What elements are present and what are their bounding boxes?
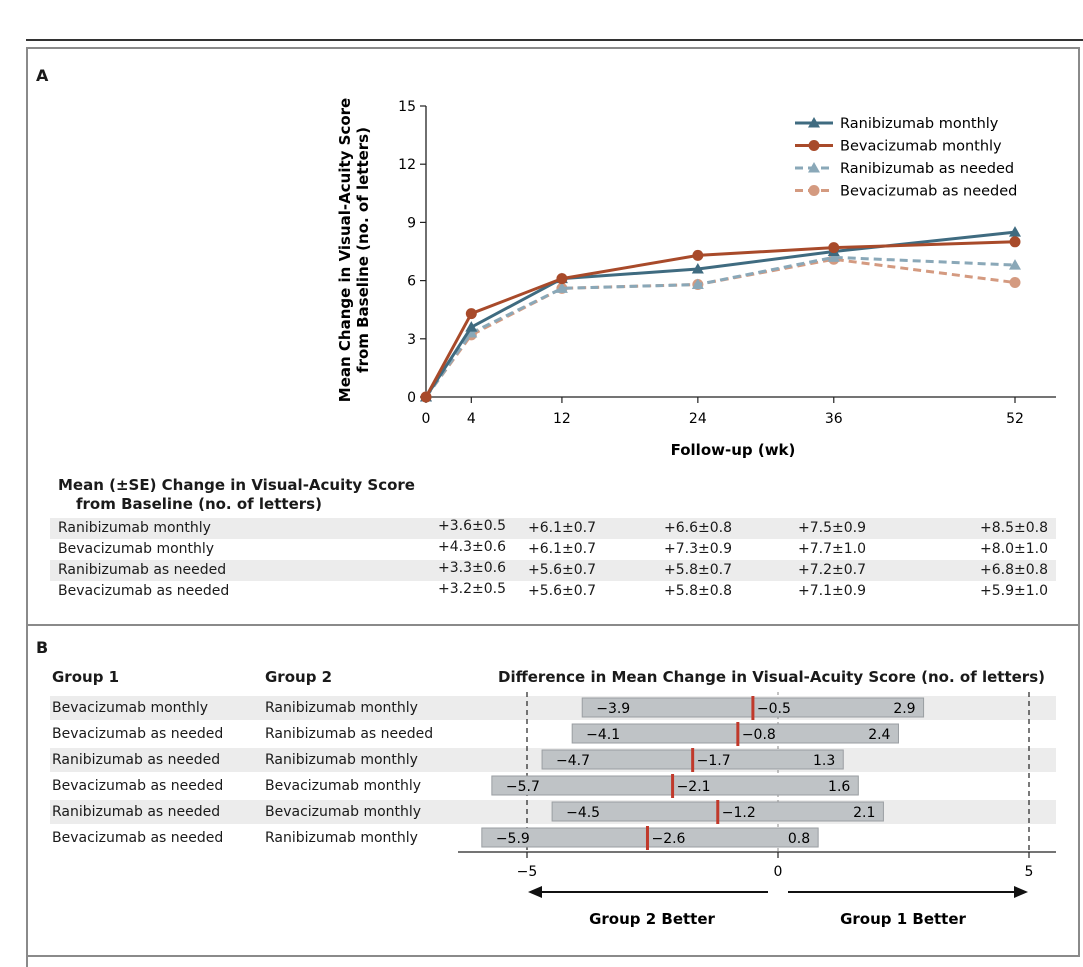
table-cell: +5.9±1.0 <box>980 583 1048 599</box>
table-row <box>50 560 1056 581</box>
group2-label: Bevacizumab monthly <box>265 778 422 794</box>
x-tick-label: 52 <box>1006 411 1024 427</box>
y-tick-label: 0 <box>407 390 416 406</box>
table-cell: +5.6±0.7 <box>528 583 596 599</box>
series-ranibizumab-as-needed <box>420 251 1021 402</box>
group1-label: Ranibizumab as needed <box>52 804 221 820</box>
header-group1: Group 1 <box>52 668 120 686</box>
group1-label: Bevacizumab as needed <box>52 830 224 846</box>
table-cell: +6.6±0.8 <box>664 520 732 536</box>
table-title: Mean (±SE) Change in Visual-Acuity Score… <box>58 476 415 514</box>
table-row-label: Bevacizumab monthly <box>58 541 215 557</box>
table-cell: +7.3±0.9 <box>664 541 732 557</box>
legend-label: Bevacizumab monthly <box>840 139 1002 155</box>
table-cell: +6.1±0.7 <box>528 541 596 557</box>
series-line <box>424 230 1016 398</box>
data-point <box>465 326 478 338</box>
group1-label: Ranibizumab as needed <box>52 752 221 768</box>
table-row <box>50 518 1056 539</box>
top-rule <box>26 39 1083 41</box>
data-point <box>465 321 478 332</box>
group2-label: Ranibizumab monthly <box>265 830 418 846</box>
legend-swatch-marker <box>808 162 820 173</box>
line-chart-legend: Ranibizumab monthly Bevacizumab monthly Ra… <box>795 116 1017 200</box>
legend-swatch-marker <box>808 117 820 128</box>
data-point <box>1009 226 1021 237</box>
data-point <box>692 249 704 261</box>
group2-label: Ranibizumab monthly <box>265 700 418 716</box>
group1-label: Bevacizumab monthly <box>52 700 209 716</box>
x-tick-label: 12 <box>553 411 571 427</box>
y-tick-label: 12 <box>398 157 416 173</box>
table-cell: +5.6±0.7 <box>528 562 596 578</box>
table-title-line1: Mean (±SE) Change in Visual-Acuity Score <box>58 476 415 494</box>
data-point <box>555 282 568 293</box>
table-row-label: Ranibizumab as needed <box>58 562 227 578</box>
series-bevacizumab-as-needed <box>420 253 1021 403</box>
x-tick-label: 4 <box>467 411 476 427</box>
data-point <box>827 251 840 262</box>
table-cell: +7.5±0.9 <box>798 520 866 536</box>
series-line <box>424 257 1016 398</box>
data-point <box>691 278 704 289</box>
table-cell: +3.3±0.6 <box>438 560 506 576</box>
data-point <box>1009 236 1021 248</box>
header-difference: Difference in Mean Change in Visual-Acui… <box>498 668 1045 686</box>
data-point <box>828 242 840 254</box>
table-cell: +3.2±0.5 <box>438 581 506 597</box>
series-line <box>424 240 1016 398</box>
data-point <box>1009 277 1021 289</box>
group2-label: Bevacizumab monthly <box>265 804 422 820</box>
group1-label: Bevacizumab as needed <box>52 726 224 742</box>
y-tick-label: 6 <box>407 274 416 290</box>
table-cell: +5.8±0.8 <box>664 583 732 599</box>
table-cell: +8.5±0.8 <box>980 520 1048 536</box>
series-bevacizumab-monthly <box>420 236 1021 403</box>
table-cell: +6.8±0.8 <box>980 562 1048 578</box>
table-cell: +7.2±0.7 <box>798 562 866 578</box>
table-cell: +6.1±0.7 <box>528 520 596 536</box>
x-tick-label: 36 <box>825 411 843 427</box>
series-line <box>424 255 1016 398</box>
header-group2: Group 2 <box>265 668 333 686</box>
x-axis-label: Follow-up (wk) <box>671 441 796 459</box>
table-cell: +5.8±0.7 <box>664 562 732 578</box>
legend-swatch-marker <box>808 140 820 151</box>
legend-label: Ranibizumab as needed <box>840 161 1014 177</box>
legend-label: Bevacizumab as needed <box>840 184 1017 200</box>
panel-b-letter: B <box>36 638 49 657</box>
y-tick-label: 9 <box>407 215 416 231</box>
table-row-label: Ranibizumab monthly <box>58 520 211 536</box>
data-point <box>465 308 477 320</box>
legend-swatch-marker <box>808 185 820 196</box>
y-axis-label-line1: Mean Change in Visual-Acuity Score <box>336 98 354 402</box>
table-cell: +7.1±0.9 <box>798 583 866 599</box>
data-point <box>420 391 432 403</box>
table-row-label: Bevacizumab as needed <box>58 583 230 599</box>
data-point <box>691 262 704 274</box>
data-point <box>556 273 568 285</box>
data-point <box>1009 259 1021 270</box>
table-title-line2: from Baseline (no. of letters) <box>76 495 322 513</box>
table-cell: +8.0±1.0 <box>980 541 1048 557</box>
y-tick-label: 15 <box>398 99 416 115</box>
group2-label: Ranibizumab monthly <box>265 752 418 768</box>
table-cell: +3.6±0.5 <box>438 518 506 534</box>
table-cell: +4.3±0.6 <box>438 539 506 555</box>
panel-c-edge <box>26 955 1080 967</box>
y-tick-label: 3 <box>407 332 416 348</box>
x-tick-label: 24 <box>689 411 707 427</box>
y-axis-label-line2: from Baseline (no. of letters) <box>354 127 372 373</box>
group2-label: Ranibizumab as needed <box>265 726 434 742</box>
group1-label: Bevacizumab as needed <box>52 778 224 794</box>
legend-label: Ranibizumab monthly <box>840 116 999 132</box>
line-chart-series <box>420 226 1021 403</box>
panel-a-letter: A <box>36 66 49 85</box>
table-cell: +7.7±1.0 <box>798 541 866 557</box>
x-tick-label: 0 <box>422 411 431 427</box>
